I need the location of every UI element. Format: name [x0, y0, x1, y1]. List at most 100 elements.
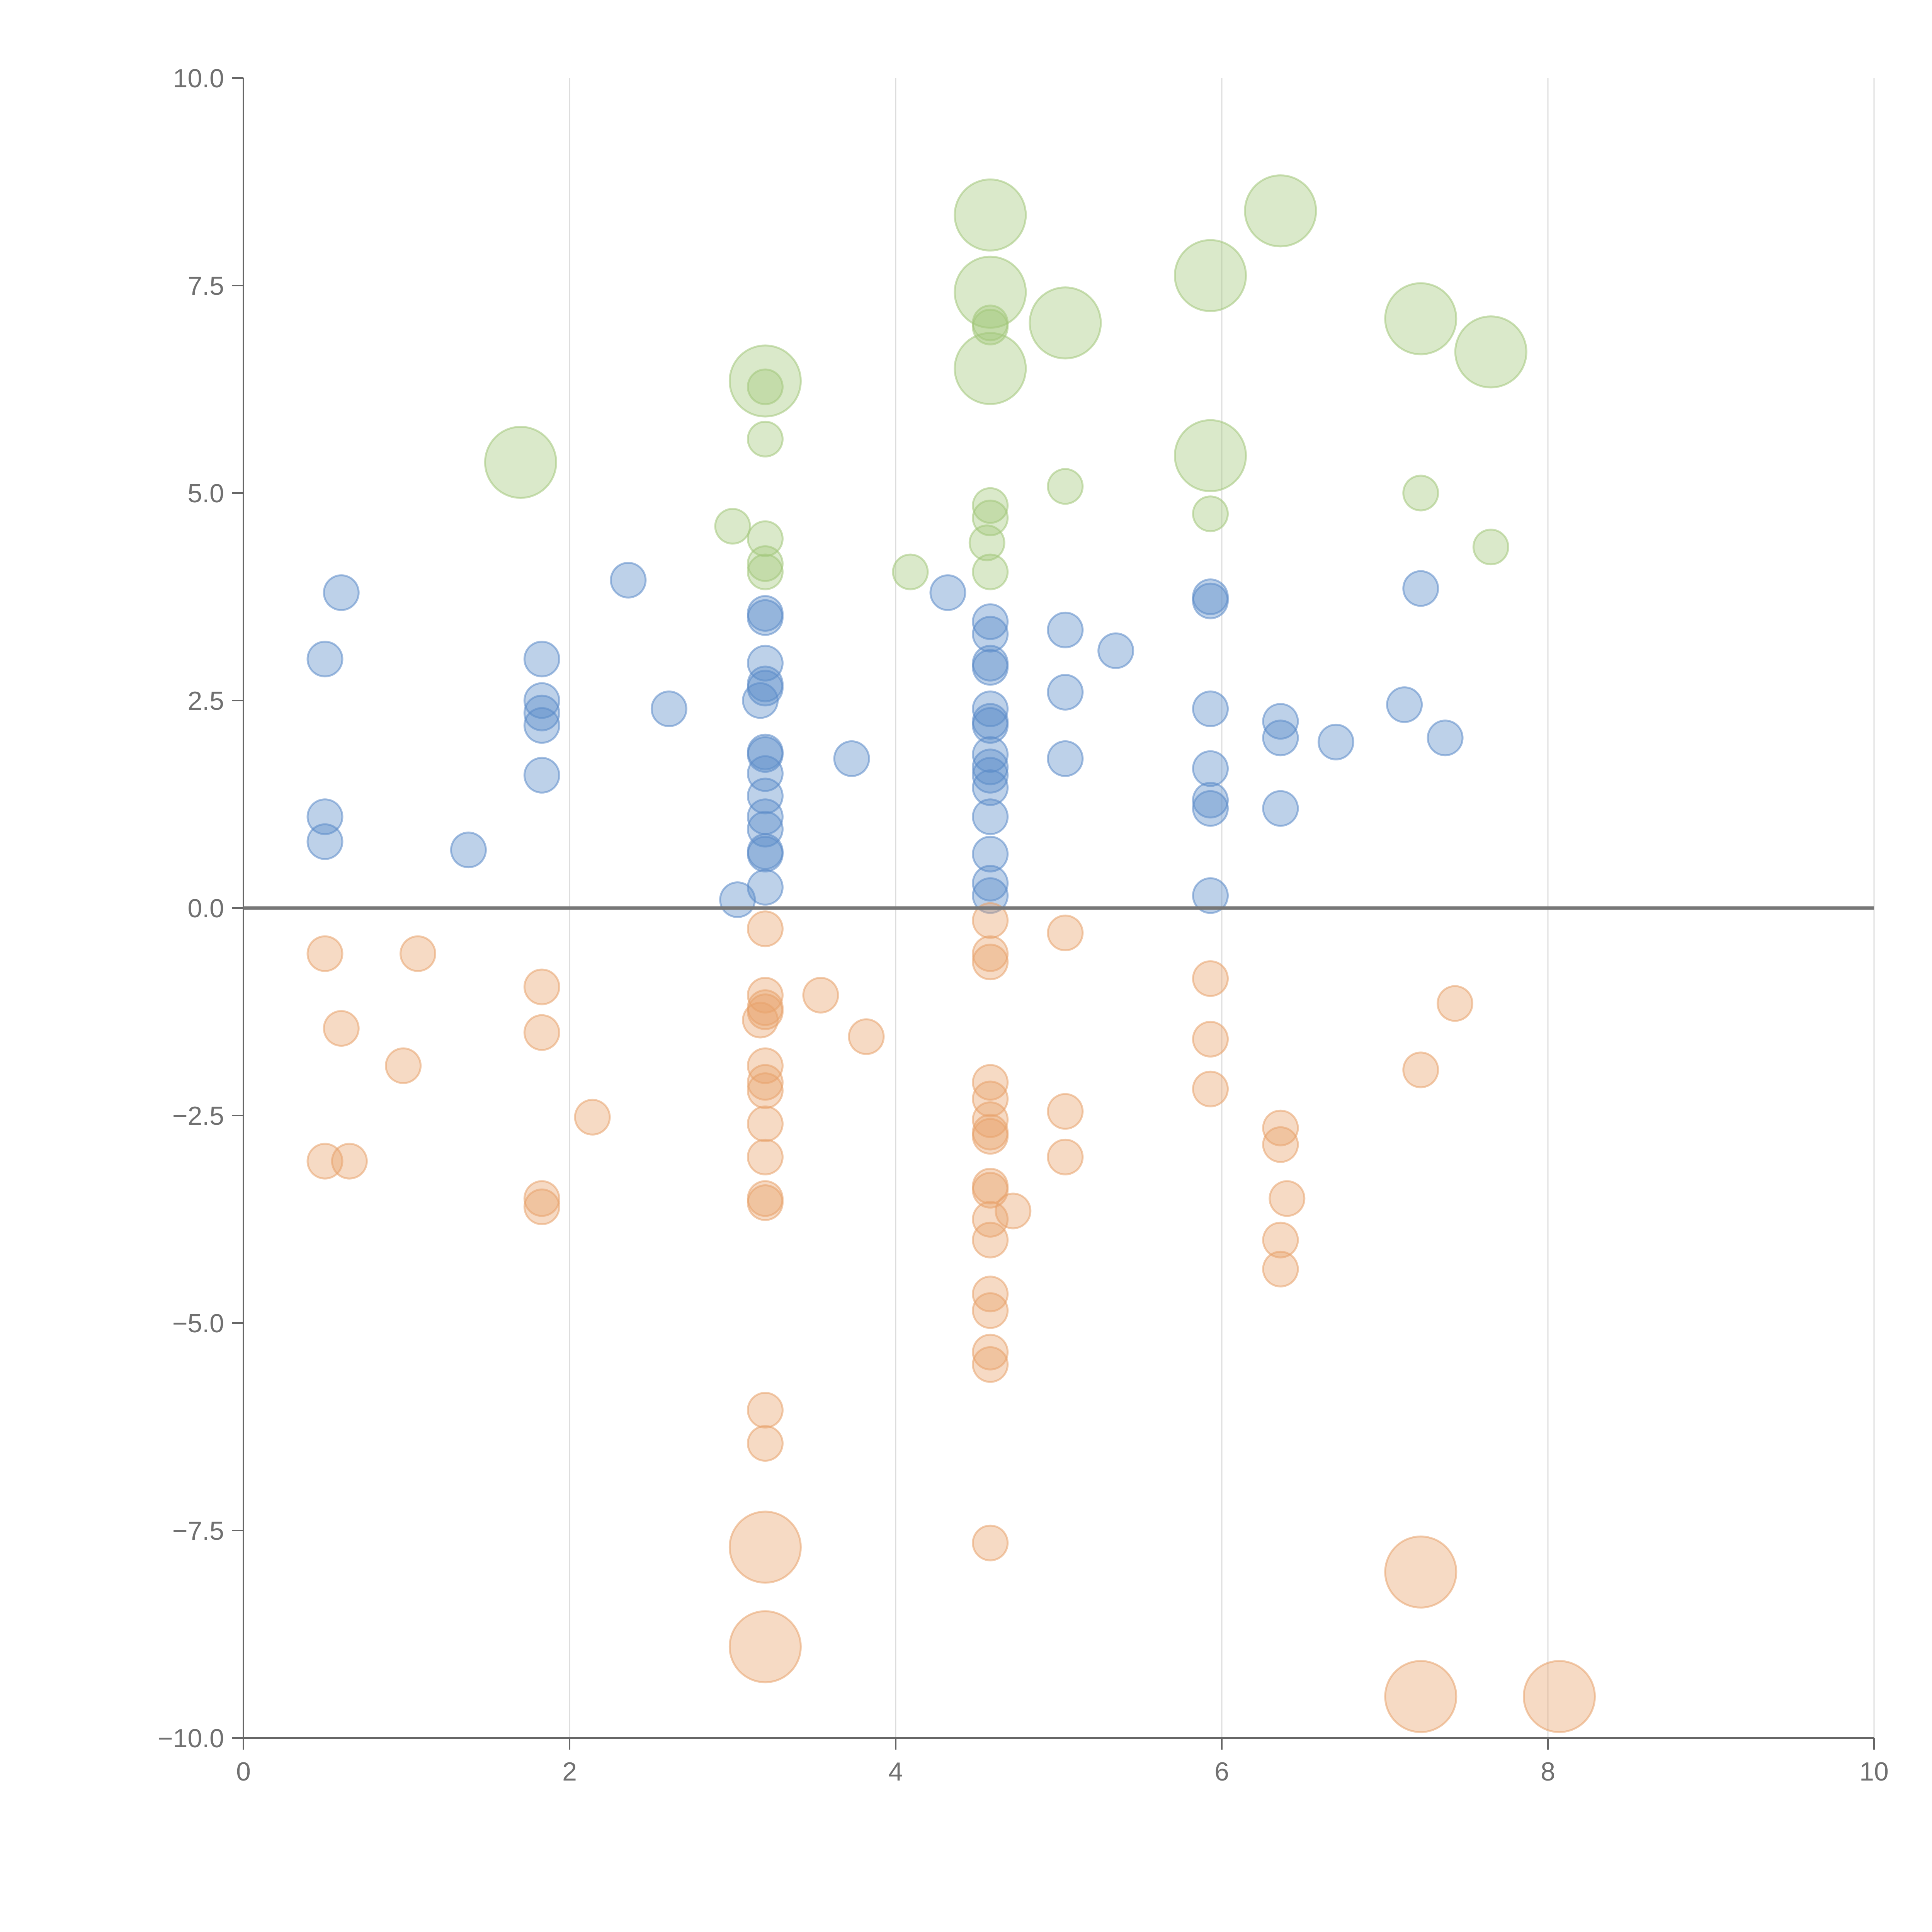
bubble-high-20 [1174, 239, 1247, 312]
bubble-negative-19 [747, 1105, 784, 1142]
y-tick-label-6: −5.0 [172, 1309, 224, 1338]
bubble-high-17 [954, 332, 1027, 405]
bubble-high-3 [747, 545, 784, 582]
bubble-positive-24 [747, 811, 784, 848]
bubble-negative-1 [323, 1010, 360, 1047]
bubble-negative-33 [972, 1080, 1009, 1117]
bubble-negative-0 [306, 935, 344, 972]
bubble-high-15 [954, 178, 1027, 252]
bubble-negative-39 [995, 1192, 1032, 1230]
bubble-negative-22 [747, 1184, 784, 1221]
bubble-positive-28 [833, 740, 870, 777]
bubble-positive-18 [742, 682, 779, 719]
bubble-negative-47 [1047, 914, 1084, 951]
bubble-negative-45 [972, 1346, 1009, 1383]
bubble-positive-42 [972, 835, 1009, 872]
axis-ticks: 0 2 4 6 8 10 10.0 7.5 5.0 2.5 0.0 −2.5 −5.0 −7.5 −10.0 [158, 64, 1889, 1786]
bubble-positive-10 [610, 562, 647, 599]
bubble-positive-15 [747, 645, 784, 682]
bubble-positive-9 [523, 757, 560, 794]
bubble-negative-59 [1437, 985, 1473, 1022]
bubble-high-8 [892, 553, 929, 590]
y-tick-label-3: 2.5 [187, 686, 224, 716]
bubble-high-0 [484, 426, 557, 499]
series-high [484, 174, 1527, 590]
bubble-positive-50 [1192, 582, 1229, 619]
bubble-positive-38 [972, 748, 1009, 786]
bubble-positive-29 [929, 574, 966, 611]
bubble-high-5 [747, 420, 784, 457]
bubble-positive-46 [1047, 674, 1084, 711]
x-tick-label-0: 0 [236, 1757, 251, 1786]
bubble-high-6 [747, 368, 784, 405]
bubble-negative-52 [1192, 1070, 1229, 1107]
x-tick-label-4: 8 [1541, 1757, 1555, 1786]
bubble-negative-10 [574, 1099, 611, 1136]
bubble-negative-57 [1262, 1250, 1299, 1287]
bubble-positive-39 [972, 757, 1009, 794]
bubble-positive-54 [1192, 790, 1229, 827]
bubble-positive-6 [523, 682, 560, 719]
bubble-negative-31 [972, 944, 1009, 981]
bubble-high-26 [1454, 315, 1527, 389]
bubble-negative-40 [972, 1201, 1009, 1238]
bubble-positive-61 [1402, 570, 1439, 607]
bubble-high-25 [1402, 474, 1439, 512]
y-tick-label-8: −10.0 [158, 1724, 224, 1753]
bubble-negative-48 [1047, 1093, 1084, 1130]
bubble-high-7 [728, 344, 802, 418]
bubble-positive-57 [1262, 719, 1299, 757]
bubble-positive-60 [1386, 686, 1423, 723]
bubble-negative-11 [747, 910, 784, 947]
y-tick-label-1: 7.5 [187, 271, 224, 301]
bubble-positive-53 [1192, 782, 1229, 819]
bubble-high-24 [1384, 282, 1458, 355]
bubble-high-2 [747, 520, 784, 557]
bubble-negative-5 [331, 1143, 368, 1180]
bubble-layer [306, 174, 1596, 1733]
bubble-positive-36 [972, 707, 1009, 744]
bubble-negative-3 [400, 935, 436, 972]
x-tick-label-5: 10 [1859, 1757, 1889, 1786]
bubble-positive-43 [972, 865, 1009, 902]
bubble-positive-40 [972, 769, 1009, 806]
bubble-negative-51 [1192, 1020, 1229, 1058]
bubble-negative-8 [523, 1180, 560, 1217]
bubble-negative-44 [972, 1333, 1009, 1371]
bubble-positive-31 [972, 616, 1009, 653]
bubble-negative-26 [728, 1610, 802, 1684]
bubble-positive-52 [1192, 750, 1229, 787]
bubble-high-23 [1244, 174, 1317, 248]
bubble-negative-27 [802, 977, 839, 1014]
bubble-high-1 [714, 508, 751, 545]
bubble-positive-7 [523, 694, 560, 731]
bubble-positive-0 [306, 641, 344, 678]
bubble-positive-22 [747, 777, 784, 815]
y-tick-label-5: −2.5 [172, 1101, 224, 1131]
bubble-high-27 [1472, 529, 1509, 566]
bubble-positive-26 [747, 835, 784, 872]
bubble-negative-20 [747, 1138, 784, 1175]
bubble-negative-7 [523, 1014, 560, 1051]
bubble-high-18 [1029, 286, 1102, 360]
bubble-negative-50 [1192, 960, 1229, 997]
bubble-positive-21 [747, 755, 784, 792]
bubble-high-21 [1174, 419, 1247, 492]
bubble-negative-41 [972, 1221, 1009, 1259]
bubble-positive-44 [972, 877, 1009, 914]
bubble-negative-49 [1047, 1138, 1084, 1175]
bubble-positive-62 [1427, 719, 1464, 757]
bubble-negative-55 [1269, 1180, 1306, 1217]
bubble-positive-33 [972, 649, 1009, 686]
bubble-high-9 [972, 487, 1009, 524]
bubble-positive-2 [306, 798, 344, 835]
bubble-high-22 [1192, 495, 1229, 532]
y-tick-label-4: 0.0 [187, 894, 224, 923]
bubble-negative-62 [1523, 1660, 1596, 1733]
bubble-positive-59 [1317, 723, 1354, 760]
bubble-positive-20 [747, 736, 784, 773]
bubble-negative-61 [1384, 1660, 1458, 1733]
bubble-negative-36 [972, 1118, 1009, 1155]
x-tick-label-3: 6 [1214, 1757, 1229, 1786]
bubble-positive-48 [1097, 632, 1134, 669]
